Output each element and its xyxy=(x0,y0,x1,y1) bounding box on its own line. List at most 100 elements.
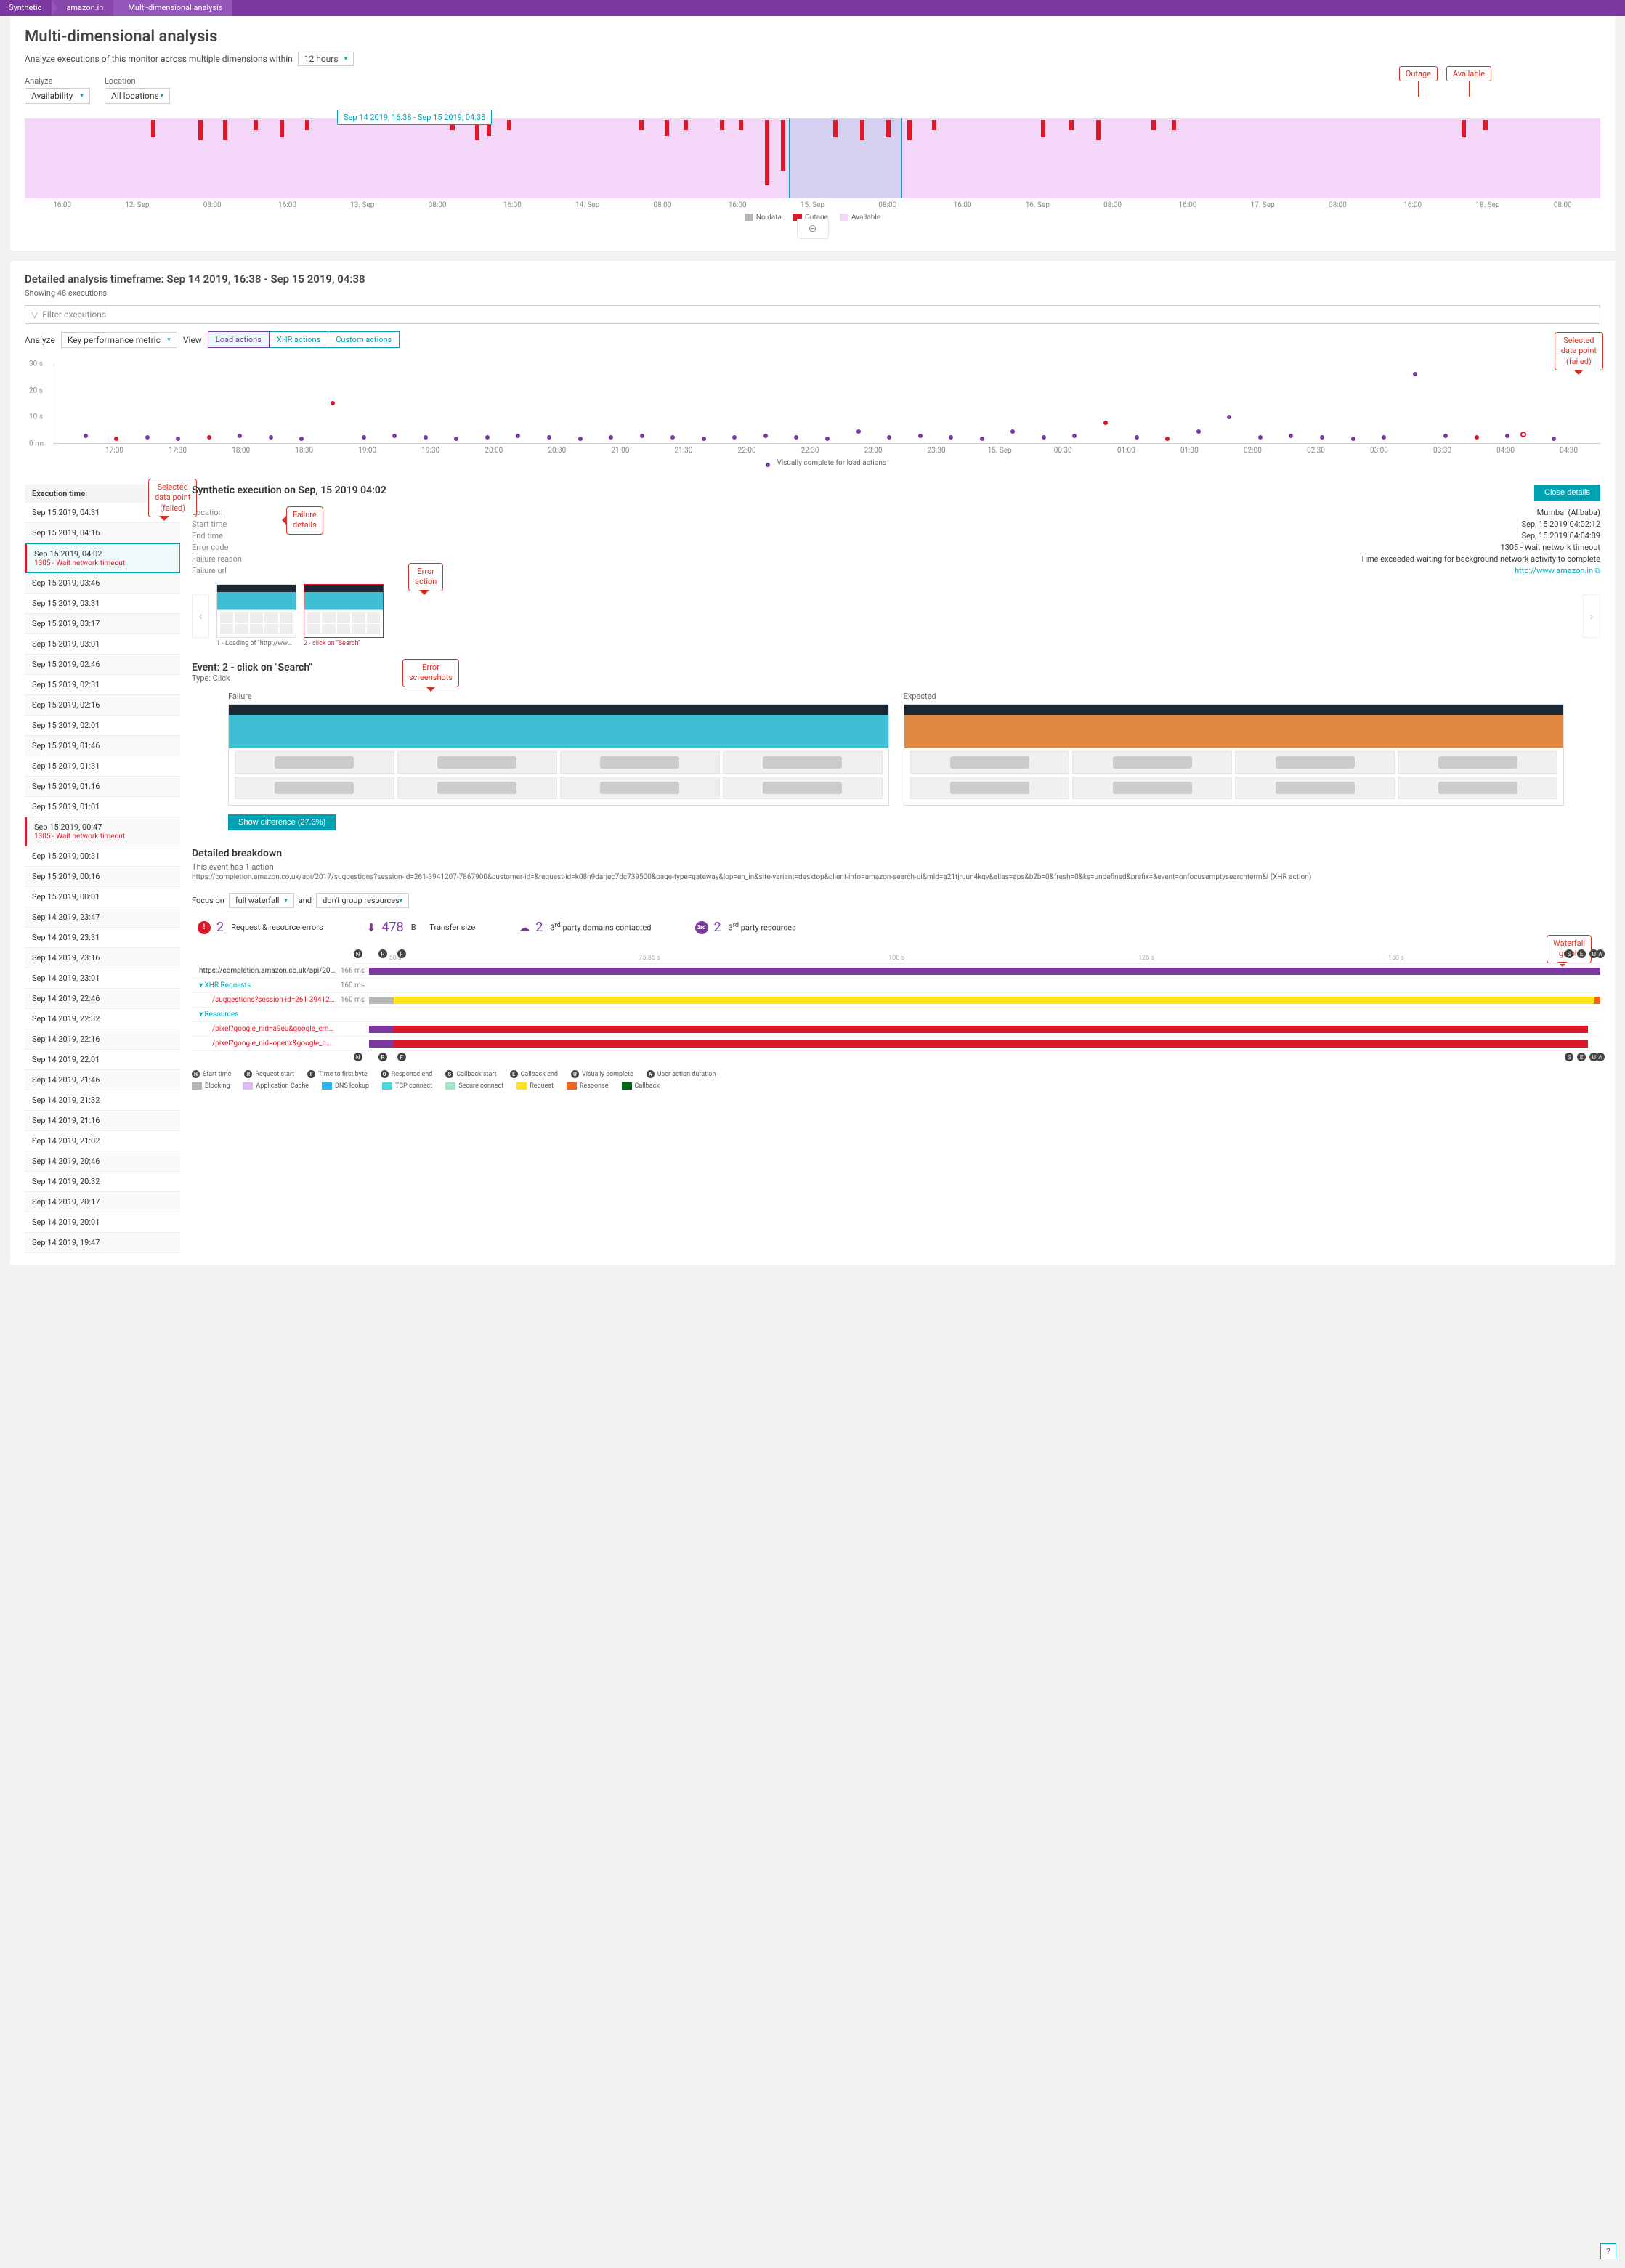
execution-row[interactable]: Sep 14 2019, 21:02 xyxy=(25,1131,180,1151)
waterfall-chart: 50 s75.85 s100 s125 s150 sNRFSEUA https:… xyxy=(192,949,1600,1063)
close-details-button[interactable]: Close details xyxy=(1534,485,1600,501)
tab-xhr-actions[interactable]: XHR actions xyxy=(269,331,328,348)
detail-title: Detailed analysis timeframe: Sep 14 2019… xyxy=(25,272,1600,285)
scatter-chart[interactable] xyxy=(54,364,1600,444)
execution-row[interactable]: Sep 15 2019, 03:31 xyxy=(25,594,180,614)
execution-row[interactable]: Sep 14 2019, 22:16 xyxy=(25,1029,180,1050)
expected-screenshot[interactable] xyxy=(904,704,1565,806)
stat-errors: ! 2 Request & resource errors xyxy=(198,920,323,935)
thumbs-prev[interactable]: ‹ xyxy=(192,594,209,638)
execution-row[interactable]: Sep 15 2019, 03:46 xyxy=(25,573,180,594)
external-link-icon: ⧉ xyxy=(1595,567,1600,575)
execution-row[interactable]: Sep 14 2019, 20:17 xyxy=(25,1192,180,1212)
kv-code-value: 1305 - Wait network timeout xyxy=(1361,543,1600,552)
thumbs-next[interactable]: › xyxy=(1583,594,1600,638)
legend-event: ECallback end xyxy=(510,1070,558,1078)
execution-row[interactable]: Sep 15 2019, 01:16 xyxy=(25,777,180,797)
kv-location-value: Mumbai (Alibaba) xyxy=(1361,508,1600,517)
execution-row[interactable]: Sep 14 2019, 23:01 xyxy=(25,968,180,989)
legend-color: Blocking xyxy=(192,1082,230,1090)
focus-group-dd[interactable]: don't group resources▾ xyxy=(316,893,409,908)
analyze-dropdown[interactable]: Availability▾ xyxy=(25,88,90,104)
execution-row[interactable]: Sep 15 2019, 00:31 xyxy=(25,846,180,867)
breakdown-sub: This event has 1 action xyxy=(192,862,1600,872)
availability-chart[interactable] xyxy=(25,118,1600,198)
kpm-dropdown[interactable]: Key performance metric▾ xyxy=(61,332,177,348)
breadcrumb-synthetic[interactable]: Synthetic xyxy=(0,0,52,16)
execution-row[interactable]: Sep 14 2019, 21:46 xyxy=(25,1070,180,1090)
filter-executions-input[interactable]: ▽ Filter executions xyxy=(25,305,1600,324)
third-party-icon: 3rd xyxy=(695,921,708,934)
timeframe-dropdown[interactable]: 12 hours▾ xyxy=(298,52,354,66)
execution-row[interactable]: Sep 14 2019, 21:16 xyxy=(25,1111,180,1131)
focus-waterfall-dd[interactable]: full waterfall▾ xyxy=(229,893,294,908)
filter-icon: ▽ xyxy=(31,309,38,320)
kv-reason-label: Failure reason xyxy=(192,554,264,564)
execution-row[interactable]: Sep 14 2019, 22:01 xyxy=(25,1050,180,1070)
analyze-label: Analyze xyxy=(25,76,90,86)
page-title: Multi-dimensional analysis xyxy=(25,28,1600,46)
legend-nodata-sw xyxy=(745,214,753,221)
analyze-label-2: Analyze xyxy=(25,335,55,345)
show-difference-button[interactable]: Show difference (27.3%) xyxy=(228,814,336,830)
failure-label: Failure xyxy=(228,692,889,701)
execution-row[interactable]: Sep 14 2019, 20:32 xyxy=(25,1172,180,1192)
legend-event: UVisually complete xyxy=(571,1070,633,1078)
magnify-button[interactable]: ⊖ xyxy=(797,219,829,239)
execution-row[interactable]: Sep 14 2019, 23:16 xyxy=(25,948,180,968)
kv-location-label: Location xyxy=(192,508,264,517)
callout-failure-details: Failure details xyxy=(286,506,323,535)
breadcrumb-amazon[interactable]: amazon.in xyxy=(52,0,113,16)
execution-row[interactable]: Sep 14 2019, 22:32 xyxy=(25,1009,180,1029)
execution-row[interactable]: Sep 15 2019, 00:01 xyxy=(25,887,180,907)
breadcrumb-current: Multi-dimensional analysis xyxy=(113,0,232,16)
execution-row[interactable]: Sep 15 2019, 01:31 xyxy=(25,756,180,777)
execution-row[interactable]: Sep 14 2019, 21:32 xyxy=(25,1090,180,1111)
execution-list: Execution time▾ Sep 15 2019, 04:31Sep 15… xyxy=(25,485,180,1253)
execution-row[interactable]: Sep 14 2019, 23:47 xyxy=(25,907,180,928)
legend-color: Request xyxy=(516,1082,554,1090)
execution-row[interactable]: Sep 15 2019, 02:16 xyxy=(25,695,180,716)
execution-row[interactable]: Sep 15 2019, 04:021305 - Wait network ti… xyxy=(25,543,180,573)
thumb-2[interactable]: 2 - click on "Search" xyxy=(304,584,384,647)
kv-end-label: End time xyxy=(192,531,264,540)
execution-row[interactable]: Sep 14 2019, 23:31 xyxy=(25,928,180,948)
location-dropdown[interactable]: All locations▾ xyxy=(105,88,170,104)
kv-url-value[interactable]: http://www.amazon.in ⧉ xyxy=(1361,566,1600,575)
error-icon: ! xyxy=(198,921,211,934)
callout-available: Available xyxy=(1446,66,1491,81)
execution-row[interactable]: Sep 15 2019, 02:46 xyxy=(25,655,180,675)
execution-row[interactable]: Sep 15 2019, 02:01 xyxy=(25,716,180,736)
execution-row[interactable]: Sep 15 2019, 00:16 xyxy=(25,867,180,887)
execution-row[interactable]: Sep 15 2019, 03:01 xyxy=(25,634,180,655)
waterfall-row[interactable]: ▾ XHR Requests160 ms xyxy=(192,979,1600,993)
legend-event: AUser action duration xyxy=(647,1070,716,1078)
tab-load-actions[interactable]: Load actions xyxy=(208,331,270,348)
subtitle: Analyze executions of this monitor acros… xyxy=(25,52,1600,66)
waterfall-row[interactable]: /pixel?google_nid=a9eu&google_cm&ex=... xyxy=(192,1022,1600,1037)
execution-row[interactable]: Sep 15 2019, 02:31 xyxy=(25,675,180,695)
legend-available-sw xyxy=(840,214,848,221)
waterfall-row[interactable]: https://completion.amazon.co.uk/api/201.… xyxy=(192,964,1600,979)
execution-row[interactable]: Sep 15 2019, 01:01 xyxy=(25,797,180,817)
tab-custom-actions[interactable]: Custom actions xyxy=(328,331,400,348)
waterfall-row[interactable]: /suggestions?session-id=261-3941207-786.… xyxy=(192,993,1600,1008)
help-button[interactable]: ? xyxy=(1600,2243,1616,2259)
execution-row[interactable]: Sep 14 2019, 22:46 xyxy=(25,989,180,1009)
execution-row[interactable]: Sep 14 2019, 20:46 xyxy=(25,1151,180,1172)
legend-color: Secure connect xyxy=(445,1082,503,1090)
scatter-legend: Visually complete for load actions xyxy=(54,459,1600,467)
view-label: View xyxy=(183,335,202,345)
execution-row[interactable]: Sep 14 2019, 19:47 xyxy=(25,1233,180,1253)
waterfall-row[interactable]: /pixel?google_nid=openx&google_cm&g... xyxy=(192,1037,1600,1051)
execution-row[interactable]: Sep 15 2019, 04:16 xyxy=(25,523,180,543)
detail-card: Detailed analysis timeframe: Sep 14 2019… xyxy=(10,261,1615,1265)
thumb-1[interactable]: 1 - Loading of "http://www.amaz... xyxy=(216,584,296,647)
failure-screenshot[interactable] xyxy=(228,704,889,806)
execution-row[interactable]: Sep 15 2019, 03:17 xyxy=(25,614,180,634)
waterfall-row[interactable]: ▾ Resources xyxy=(192,1008,1600,1022)
execution-row[interactable]: Sep 15 2019, 00:471305 - Wait network ti… xyxy=(25,817,180,846)
callout-error-action: Error action xyxy=(408,563,443,591)
execution-row[interactable]: Sep 14 2019, 20:01 xyxy=(25,1212,180,1233)
execution-row[interactable]: Sep 15 2019, 01:46 xyxy=(25,736,180,756)
